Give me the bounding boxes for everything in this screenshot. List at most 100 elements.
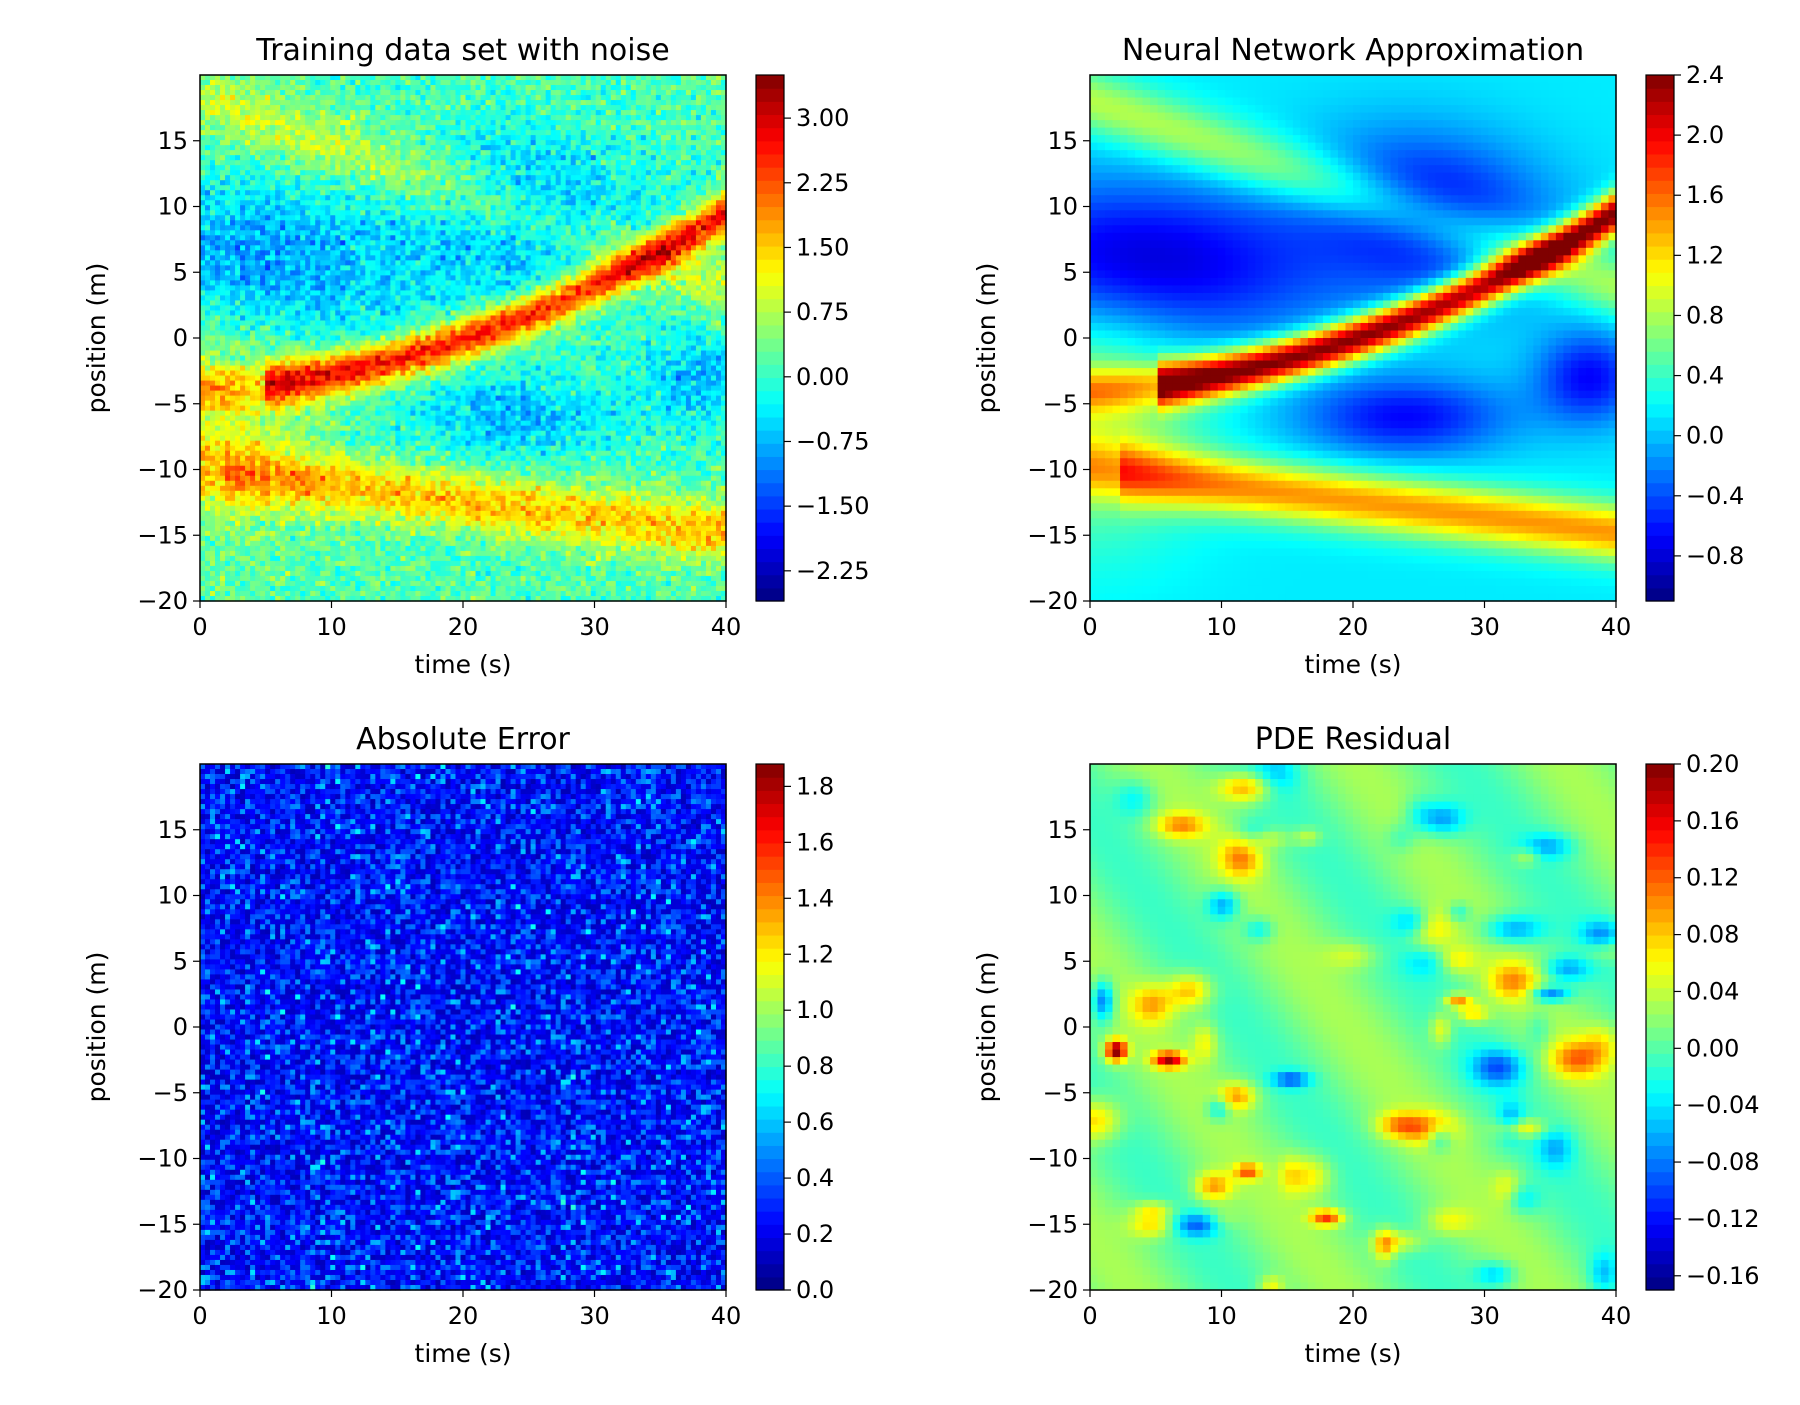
heatmap-cell xyxy=(245,546,251,552)
heatmap-cell xyxy=(280,456,286,462)
heatmap-cell xyxy=(320,255,326,261)
heatmap-cell xyxy=(245,110,251,116)
heatmap-cell xyxy=(300,441,306,447)
heatmap-cell xyxy=(210,75,216,81)
heatmap-cell xyxy=(220,421,226,427)
heatmap-cell xyxy=(300,175,306,181)
heatmap-cell xyxy=(230,140,236,146)
heatmap-cell xyxy=(360,130,366,136)
heatmap-cell xyxy=(250,541,256,547)
heatmap-cell xyxy=(340,541,346,547)
heatmap-cell xyxy=(350,205,356,211)
heatmap-cell xyxy=(335,421,341,427)
heatmap-cell xyxy=(315,100,321,106)
heatmap-cell xyxy=(305,446,311,452)
heatmap-cell xyxy=(315,366,321,372)
heatmap-cell xyxy=(330,551,336,557)
heatmap-cell xyxy=(320,75,326,81)
heatmap-cell xyxy=(320,90,326,96)
heatmap-cell xyxy=(340,275,346,281)
heatmap-cell xyxy=(240,175,246,181)
heatmap-cell xyxy=(325,456,331,462)
heatmap-cell xyxy=(260,376,266,382)
heatmap-cell xyxy=(285,145,291,151)
heatmap-cell xyxy=(235,80,241,86)
heatmap-cell xyxy=(255,591,261,597)
heatmap-cell xyxy=(290,85,296,91)
heatmap-cell xyxy=(310,185,316,191)
heatmap-cell xyxy=(280,215,286,221)
heatmap-cell xyxy=(255,110,261,116)
heatmap-cell xyxy=(290,336,296,342)
heatmap-cell xyxy=(230,416,236,422)
heatmap-cell xyxy=(305,180,311,186)
heatmap-cell xyxy=(250,305,256,311)
heatmap-cell xyxy=(255,391,261,397)
heatmap-cell xyxy=(340,245,346,251)
heatmap-cell xyxy=(280,571,286,577)
heatmap-cell xyxy=(275,250,281,256)
heatmap-cell xyxy=(260,185,266,191)
heatmap-cell xyxy=(355,155,361,161)
heatmap-cell xyxy=(230,200,236,206)
heatmap-cell xyxy=(285,170,291,176)
heatmap-cell xyxy=(225,225,231,231)
heatmap-cell xyxy=(350,421,356,427)
heatmap-cell xyxy=(275,295,281,301)
heatmap-cell xyxy=(300,451,306,457)
heatmap-cell xyxy=(260,145,266,151)
heatmap-cell xyxy=(285,300,291,306)
heatmap-cell xyxy=(215,110,221,116)
heatmap-cell xyxy=(330,431,336,437)
heatmap-cell xyxy=(355,561,361,567)
heatmap-cell xyxy=(200,446,206,452)
heatmap-cell xyxy=(220,351,226,357)
heatmap-cell xyxy=(350,531,356,537)
heatmap-cell xyxy=(245,305,251,311)
heatmap-cell xyxy=(355,130,361,136)
heatmap-cell xyxy=(340,586,346,592)
heatmap-cell xyxy=(330,90,336,96)
heatmap-cell xyxy=(345,451,351,457)
heatmap-cell xyxy=(305,145,311,151)
heatmap-cell xyxy=(205,336,211,342)
heatmap-cell xyxy=(240,280,246,286)
heatmap-cell xyxy=(285,566,291,572)
heatmap-cell xyxy=(355,255,361,261)
heatmap-cell xyxy=(275,215,281,221)
heatmap-cell xyxy=(305,461,311,467)
heatmap-cell xyxy=(280,541,286,547)
heatmap-cell xyxy=(275,225,281,231)
heatmap-cell xyxy=(205,140,211,146)
heatmap-cell xyxy=(355,381,361,387)
heatmap-cell xyxy=(320,556,326,562)
heatmap-cell xyxy=(340,200,346,206)
heatmap-cell xyxy=(280,105,286,111)
heatmap-cell xyxy=(200,75,206,81)
heatmap-cell xyxy=(210,441,216,447)
heatmap-cell xyxy=(280,386,286,392)
heatmap-cell xyxy=(290,255,296,261)
heatmap-cell xyxy=(305,160,311,166)
heatmap-cell xyxy=(205,115,211,121)
heatmap-cell xyxy=(210,225,216,231)
heatmap-cell xyxy=(250,265,256,271)
heatmap-cell xyxy=(225,586,231,592)
heatmap-cell xyxy=(325,536,331,542)
heatmap-cell xyxy=(225,135,231,141)
heatmap-cell xyxy=(280,80,286,86)
heatmap-cell xyxy=(255,436,261,442)
heatmap-cell xyxy=(335,275,341,281)
heatmap-cell xyxy=(240,441,246,447)
heatmap-cell xyxy=(250,416,256,422)
heatmap-cell xyxy=(315,481,321,487)
heatmap-cell xyxy=(245,451,251,457)
heatmap-cell xyxy=(325,315,331,321)
heatmap-cell xyxy=(230,185,236,191)
heatmap-cell xyxy=(210,215,216,221)
heatmap-cell xyxy=(205,315,211,321)
heatmap-cell xyxy=(285,341,291,347)
heatmap-cell xyxy=(325,295,331,301)
panel-training: Training data set with noise0 10 20 30 40−20… xyxy=(82,33,870,679)
heatmap-cell xyxy=(280,446,286,452)
